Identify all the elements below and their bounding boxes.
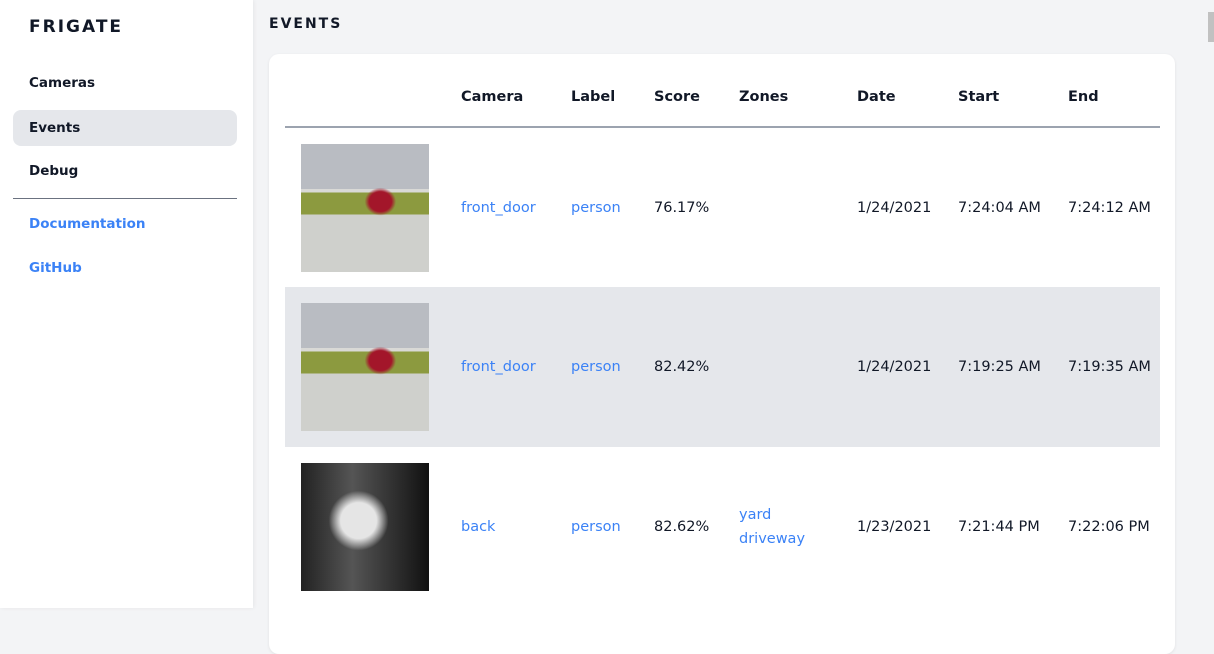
score: 82.42% <box>654 359 710 375</box>
date: 1/24/2021 <box>857 359 932 375</box>
start-time: 7:24:04 AM <box>958 199 1041 216</box>
start-time: 7:21:44 PM <box>958 519 1040 535</box>
sidebar-item-debug[interactable]: Debug <box>29 163 79 179</box>
header-score: Score <box>654 68 739 128</box>
date: 1/23/2021 <box>857 519 932 535</box>
camera-link[interactable]: back <box>461 519 496 535</box>
label-link[interactable]: person <box>571 359 621 375</box>
zone-link[interactable]: driveway <box>739 531 806 547</box>
page-title: EVENTS <box>269 16 343 32</box>
end-time: 7:24:12 AM <box>1068 199 1151 216</box>
event-thumbnail[interactable] <box>301 463 429 591</box>
start-time: 7:19:25 AM <box>958 359 1041 375</box>
header-label: Label <box>571 68 654 128</box>
sidebar-item-events[interactable]: Events <box>13 110 237 146</box>
label-link[interactable]: person <box>571 519 621 535</box>
scrollbar-thumb[interactable] <box>1208 12 1214 42</box>
table-row[interactable]: back person 82.62% yard driveway 1/23/202… <box>285 447 1160 607</box>
header-date: Date <box>857 68 958 128</box>
table-row[interactable]: front_door person 82.42% 1/24/2021 7:19:… <box>285 287 1160 447</box>
table-row[interactable]: front_door person 76.17% 1/24/2021 7:24:… <box>285 127 1160 287</box>
sidebar: FRIGATE Cameras Events Debug Documentati… <box>0 0 253 608</box>
sidebar-divider <box>13 198 237 199</box>
camera-link[interactable]: front_door <box>461 359 536 375</box>
camera-link[interactable]: front_door <box>461 199 536 216</box>
zone-link[interactable]: yard <box>739 507 772 523</box>
score: 76.17% <box>654 199 710 216</box>
header-start: Start <box>958 68 1068 128</box>
events-table: Camera Label Score Zones Date Start End … <box>285 68 1160 607</box>
event-thumbnail[interactable] <box>301 303 429 431</box>
sidebar-item-cameras[interactable]: Cameras <box>29 75 96 91</box>
header-zones: Zones <box>739 68 857 128</box>
event-thumbnail[interactable] <box>301 143 429 272</box>
header-camera: Camera <box>461 68 571 128</box>
date: 1/24/2021 <box>857 199 932 216</box>
end-time: 7:22:06 PM <box>1068 519 1150 535</box>
scrollbar[interactable] <box>1208 0 1214 608</box>
documentation-link[interactable]: Documentation <box>29 216 146 232</box>
label-link[interactable]: person <box>571 199 621 216</box>
score: 82.62% <box>654 519 710 535</box>
header-thumbnail <box>285 68 461 128</box>
end-time: 7:19:35 AM <box>1068 359 1151 375</box>
app-logo: FRIGATE <box>29 17 124 37</box>
events-card: Camera Label Score Zones Date Start End … <box>269 54 1175 654</box>
github-link[interactable]: GitHub <box>29 260 82 276</box>
header-end: End <box>1068 68 1160 128</box>
